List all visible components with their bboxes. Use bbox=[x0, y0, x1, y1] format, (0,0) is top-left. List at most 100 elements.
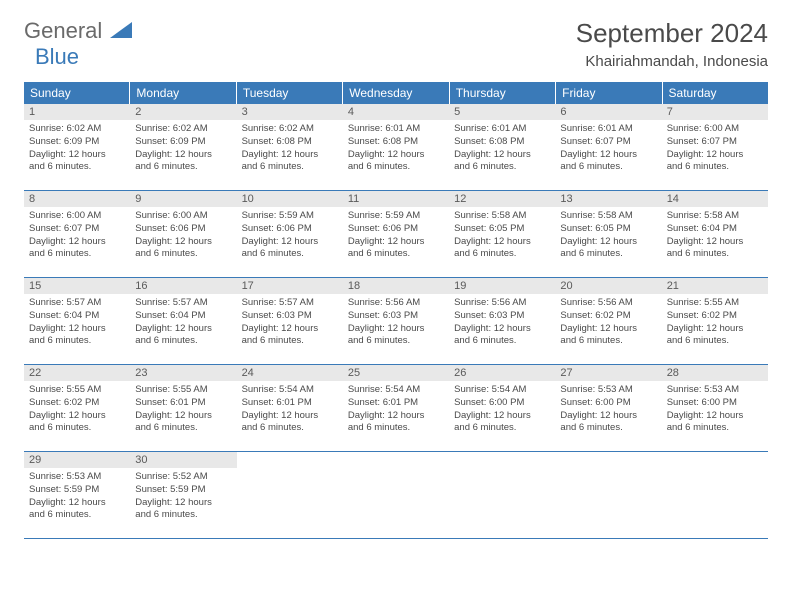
day-cell: 3Sunrise: 6:02 AMSunset: 6:08 PMDaylight… bbox=[237, 104, 343, 190]
day-sunrise: Sunrise: 6:00 AM bbox=[667, 123, 763, 136]
logo: General Blue bbox=[24, 18, 132, 70]
day-daylight2: and 6 minutes. bbox=[454, 422, 550, 435]
day-daylight1: Daylight: 12 hours bbox=[29, 236, 125, 249]
day-daylight2: and 6 minutes. bbox=[348, 422, 444, 435]
day-body: Sunrise: 5:57 AMSunset: 6:03 PMDaylight:… bbox=[237, 294, 343, 351]
day-number: 30 bbox=[130, 452, 236, 468]
day-sunset: Sunset: 6:05 PM bbox=[454, 223, 550, 236]
day-daylight1: Daylight: 12 hours bbox=[135, 323, 231, 336]
day-number: 3 bbox=[237, 104, 343, 120]
day-cell: 17Sunrise: 5:57 AMSunset: 6:03 PMDayligh… bbox=[237, 278, 343, 364]
day-daylight2: and 6 minutes. bbox=[667, 422, 763, 435]
day-number: 14 bbox=[662, 191, 768, 207]
logo-triangle-icon bbox=[110, 22, 132, 38]
day-daylight2: and 6 minutes. bbox=[242, 248, 338, 261]
day-cell: 9Sunrise: 6:00 AMSunset: 6:06 PMDaylight… bbox=[130, 191, 236, 277]
location: Khairiahmandah, Indonesia bbox=[576, 53, 768, 70]
day-body: Sunrise: 6:00 AMSunset: 6:06 PMDaylight:… bbox=[130, 207, 236, 264]
day-daylight2: and 6 minutes. bbox=[242, 422, 338, 435]
day-daylight1: Daylight: 12 hours bbox=[348, 149, 444, 162]
day-cell bbox=[662, 452, 768, 538]
day-sunset: Sunset: 6:04 PM bbox=[667, 223, 763, 236]
day-sunrise: Sunrise: 5:54 AM bbox=[454, 384, 550, 397]
day-body: Sunrise: 6:00 AMSunset: 6:07 PMDaylight:… bbox=[662, 120, 768, 177]
day-body: Sunrise: 5:53 AMSunset: 6:00 PMDaylight:… bbox=[662, 381, 768, 438]
day-body: Sunrise: 6:02 AMSunset: 6:09 PMDaylight:… bbox=[130, 120, 236, 177]
day-cell: 25Sunrise: 5:54 AMSunset: 6:01 PMDayligh… bbox=[343, 365, 449, 451]
day-number: 23 bbox=[130, 365, 236, 381]
day-body: Sunrise: 6:01 AMSunset: 6:07 PMDaylight:… bbox=[555, 120, 661, 177]
header: General Blue September 2024 Khairiahmand… bbox=[24, 18, 768, 70]
day-daylight1: Daylight: 12 hours bbox=[135, 410, 231, 423]
day-number: 20 bbox=[555, 278, 661, 294]
day-sunrise: Sunrise: 5:57 AM bbox=[242, 297, 338, 310]
day-daylight1: Daylight: 12 hours bbox=[454, 236, 550, 249]
day-cell: 4Sunrise: 6:01 AMSunset: 6:08 PMDaylight… bbox=[343, 104, 449, 190]
day-number: 6 bbox=[555, 104, 661, 120]
logo-text-blue: Blue bbox=[35, 44, 132, 70]
day-sunrise: Sunrise: 6:02 AM bbox=[29, 123, 125, 136]
day-daylight1: Daylight: 12 hours bbox=[242, 410, 338, 423]
weekday-header: Thursday bbox=[450, 82, 556, 104]
day-sunrise: Sunrise: 5:58 AM bbox=[667, 210, 763, 223]
day-daylight2: and 6 minutes. bbox=[135, 422, 231, 435]
day-cell: 30Sunrise: 5:52 AMSunset: 5:59 PMDayligh… bbox=[130, 452, 236, 538]
day-sunset: Sunset: 6:06 PM bbox=[348, 223, 444, 236]
day-sunset: Sunset: 6:01 PM bbox=[242, 397, 338, 410]
week-row: 8Sunrise: 6:00 AMSunset: 6:07 PMDaylight… bbox=[24, 191, 768, 278]
day-sunset: Sunset: 6:08 PM bbox=[242, 136, 338, 149]
day-daylight2: and 6 minutes. bbox=[560, 161, 656, 174]
day-body: Sunrise: 5:57 AMSunset: 6:04 PMDaylight:… bbox=[24, 294, 130, 351]
day-body: Sunrise: 5:59 AMSunset: 6:06 PMDaylight:… bbox=[343, 207, 449, 264]
day-number: 10 bbox=[237, 191, 343, 207]
week-row: 1Sunrise: 6:02 AMSunset: 6:09 PMDaylight… bbox=[24, 104, 768, 191]
day-number: 24 bbox=[237, 365, 343, 381]
day-sunrise: Sunrise: 5:56 AM bbox=[348, 297, 444, 310]
day-number: 19 bbox=[449, 278, 555, 294]
logo-text-general: General bbox=[24, 18, 102, 43]
day-sunset: Sunset: 6:00 PM bbox=[560, 397, 656, 410]
day-sunrise: Sunrise: 5:56 AM bbox=[454, 297, 550, 310]
day-number: 4 bbox=[343, 104, 449, 120]
day-body: Sunrise: 5:56 AMSunset: 6:03 PMDaylight:… bbox=[343, 294, 449, 351]
day-daylight1: Daylight: 12 hours bbox=[242, 236, 338, 249]
day-cell: 7Sunrise: 6:00 AMSunset: 6:07 PMDaylight… bbox=[662, 104, 768, 190]
day-sunrise: Sunrise: 6:02 AM bbox=[242, 123, 338, 136]
day-number: 28 bbox=[662, 365, 768, 381]
day-number: 11 bbox=[343, 191, 449, 207]
day-number: 29 bbox=[24, 452, 130, 468]
day-sunset: Sunset: 5:59 PM bbox=[135, 484, 231, 497]
day-number: 25 bbox=[343, 365, 449, 381]
day-sunset: Sunset: 6:02 PM bbox=[667, 310, 763, 323]
day-body: Sunrise: 5:54 AMSunset: 6:01 PMDaylight:… bbox=[343, 381, 449, 438]
day-daylight1: Daylight: 12 hours bbox=[560, 323, 656, 336]
title-block: September 2024 Khairiahmandah, Indonesia bbox=[576, 18, 768, 70]
week-row: 15Sunrise: 5:57 AMSunset: 6:04 PMDayligh… bbox=[24, 278, 768, 365]
day-daylight2: and 6 minutes. bbox=[560, 248, 656, 261]
day-cell: 22Sunrise: 5:55 AMSunset: 6:02 PMDayligh… bbox=[24, 365, 130, 451]
day-sunrise: Sunrise: 5:53 AM bbox=[29, 471, 125, 484]
day-cell: 12Sunrise: 5:58 AMSunset: 6:05 PMDayligh… bbox=[449, 191, 555, 277]
day-daylight1: Daylight: 12 hours bbox=[454, 410, 550, 423]
day-daylight1: Daylight: 12 hours bbox=[348, 410, 444, 423]
day-daylight2: and 6 minutes. bbox=[135, 161, 231, 174]
day-cell: 26Sunrise: 5:54 AMSunset: 6:00 PMDayligh… bbox=[449, 365, 555, 451]
day-daylight2: and 6 minutes. bbox=[348, 161, 444, 174]
day-sunrise: Sunrise: 5:58 AM bbox=[454, 210, 550, 223]
day-sunset: Sunset: 6:09 PM bbox=[29, 136, 125, 149]
day-sunrise: Sunrise: 5:56 AM bbox=[560, 297, 656, 310]
day-sunrise: Sunrise: 6:01 AM bbox=[454, 123, 550, 136]
day-sunrise: Sunrise: 5:59 AM bbox=[348, 210, 444, 223]
day-sunset: Sunset: 6:00 PM bbox=[667, 397, 763, 410]
day-body: Sunrise: 6:01 AMSunset: 6:08 PMDaylight:… bbox=[343, 120, 449, 177]
day-cell bbox=[237, 452, 343, 538]
day-sunrise: Sunrise: 5:55 AM bbox=[135, 384, 231, 397]
day-daylight2: and 6 minutes. bbox=[667, 161, 763, 174]
day-sunset: Sunset: 6:06 PM bbox=[135, 223, 231, 236]
week-row: 29Sunrise: 5:53 AMSunset: 5:59 PMDayligh… bbox=[24, 452, 768, 539]
day-cell: 18Sunrise: 5:56 AMSunset: 6:03 PMDayligh… bbox=[343, 278, 449, 364]
day-daylight1: Daylight: 12 hours bbox=[242, 323, 338, 336]
day-cell: 27Sunrise: 5:53 AMSunset: 6:00 PMDayligh… bbox=[555, 365, 661, 451]
weekday-header: Sunday bbox=[24, 82, 130, 104]
day-sunset: Sunset: 6:05 PM bbox=[560, 223, 656, 236]
